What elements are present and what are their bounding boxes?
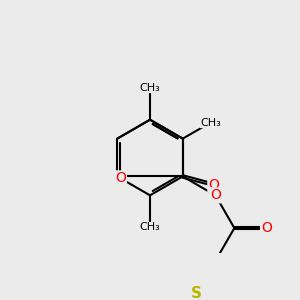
Text: O: O (210, 188, 221, 202)
Text: S: S (191, 286, 202, 300)
Text: O: O (115, 171, 126, 185)
Text: O: O (208, 178, 219, 192)
Text: CH₃: CH₃ (200, 118, 221, 128)
Text: CH₃: CH₃ (140, 223, 160, 232)
Text: O: O (261, 221, 272, 235)
Text: CH₃: CH₃ (140, 82, 160, 93)
